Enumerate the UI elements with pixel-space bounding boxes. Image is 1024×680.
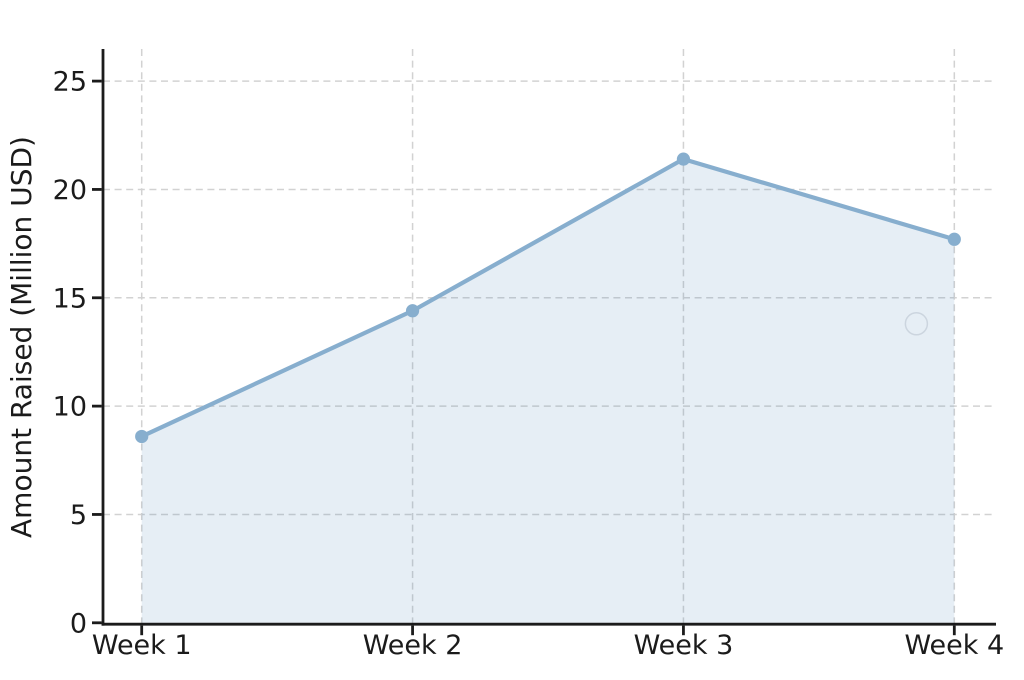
data-line — [139, 157, 957, 439]
x-tick-label: Week 1 — [92, 630, 192, 661]
series-layer — [135, 152, 961, 444]
x-tick-label: Week 2 — [363, 630, 463, 661]
grid-layer — [103, 49, 996, 624]
y-tick-label: 25 — [53, 67, 87, 98]
data-point — [135, 429, 149, 444]
x-tick-label: Week 4 — [904, 630, 1004, 661]
data-point — [947, 232, 961, 246]
y-tick-label: 20 — [53, 175, 87, 206]
y-tick-label: 10 — [53, 392, 87, 423]
area-fill-layer — [141, 159, 955, 623]
y-tick-label: 5 — [70, 500, 87, 531]
y-tick-label: 15 — [53, 283, 87, 314]
y-tick-label: 0 — [70, 608, 87, 639]
area-fill — [141, 159, 955, 623]
axis-layer — [92, 49, 996, 636]
ghost-marker — [904, 312, 929, 336]
y-axis-label: Amount Raised (Million USD) — [5, 136, 38, 538]
data-point — [405, 304, 420, 318]
data-point — [676, 152, 691, 166]
annotation-layer — [904, 312, 929, 336]
tick-label-layer: 0 5 10 15 20 25 Week 1 Week 2 Week 3 Week 4 — [53, 67, 1005, 661]
x-tick-label: Week 3 — [634, 630, 734, 661]
